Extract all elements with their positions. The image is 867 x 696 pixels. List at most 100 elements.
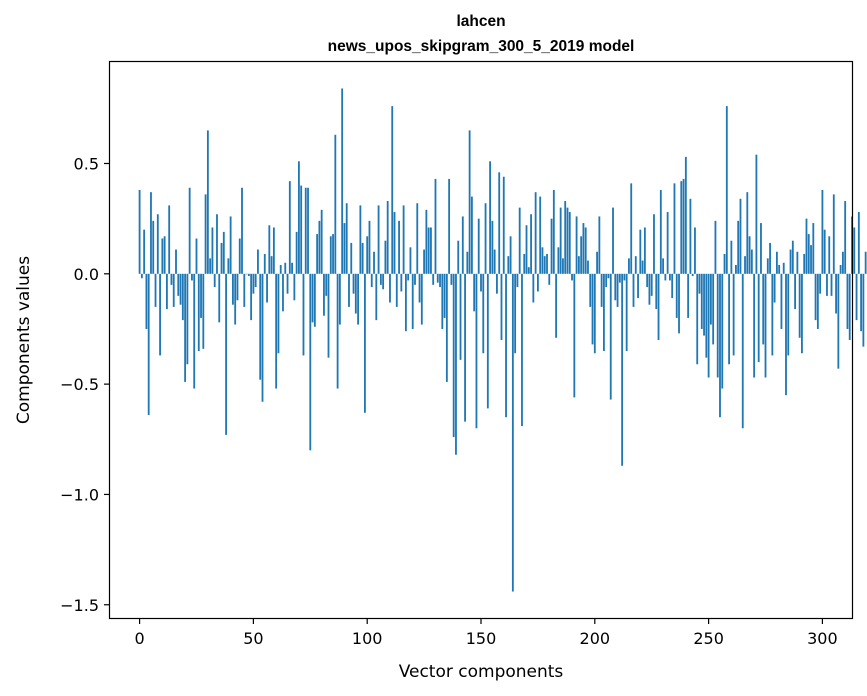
bar-70 xyxy=(298,161,300,274)
bar-310 xyxy=(844,201,847,274)
bar-124 xyxy=(420,273,423,325)
bar-162 xyxy=(507,256,510,274)
bar-37 xyxy=(222,231,225,274)
bar-264 xyxy=(739,198,742,274)
bar-164 xyxy=(511,273,514,592)
bar-257 xyxy=(723,253,726,274)
bar-300 xyxy=(821,189,824,274)
bar-305 xyxy=(832,194,835,274)
bar-1 xyxy=(140,273,143,279)
bar-318 xyxy=(862,273,865,347)
bar-150 xyxy=(480,273,482,292)
chart-subtitle: news_upos_skipgram_300_5_2019 model xyxy=(328,38,635,55)
bar-89 xyxy=(341,88,344,274)
bar-135 xyxy=(445,273,448,382)
bar-39 xyxy=(227,258,230,274)
bar-282 xyxy=(780,273,783,329)
bar-126 xyxy=(425,209,428,274)
bar-111 xyxy=(391,106,394,274)
bar-297 xyxy=(814,273,817,321)
bar-63 xyxy=(282,273,284,312)
bar-247 xyxy=(700,273,703,329)
bar-303 xyxy=(828,236,831,274)
bar-235 xyxy=(673,183,676,274)
bar-169 xyxy=(523,253,526,274)
bar-88 xyxy=(338,273,341,325)
bar-79 xyxy=(318,220,321,274)
bar-71 xyxy=(300,185,303,274)
bar-12 xyxy=(165,273,168,310)
bar-13 xyxy=(168,205,171,274)
bar-73 xyxy=(304,187,307,274)
bar-279 xyxy=(773,273,776,303)
bar-141 xyxy=(459,273,462,360)
bar-6 xyxy=(152,220,155,274)
bar-255 xyxy=(719,273,721,418)
bar-148 xyxy=(475,273,478,429)
bar-117 xyxy=(404,273,407,332)
bar-157 xyxy=(496,273,498,294)
bar-172 xyxy=(530,214,532,274)
bar-274 xyxy=(762,273,765,345)
bar-15 xyxy=(172,273,175,307)
bar-304 xyxy=(830,273,833,296)
bar-298 xyxy=(816,273,819,329)
bar-82 xyxy=(325,273,328,296)
bar-230 xyxy=(662,258,664,274)
bar-261 xyxy=(732,273,735,356)
bar-28 xyxy=(202,273,205,349)
bar-285 xyxy=(787,273,790,356)
bar-4 xyxy=(147,273,150,416)
bar-177 xyxy=(541,247,544,274)
bar-223 xyxy=(646,273,649,288)
bar-104 xyxy=(375,273,378,321)
bar-299 xyxy=(819,273,822,294)
bar-46 xyxy=(243,273,246,307)
y-tick-label-0: 0.5 xyxy=(74,154,99,173)
bar-65 xyxy=(286,273,289,294)
bar-273 xyxy=(760,223,762,274)
bar-86 xyxy=(334,134,337,274)
bar-109 xyxy=(386,201,389,274)
bar-19 xyxy=(181,273,184,321)
bar-290 xyxy=(798,273,801,338)
bar-199 xyxy=(591,273,594,345)
bar-190 xyxy=(571,273,573,281)
bar-278 xyxy=(771,273,774,356)
bar-180 xyxy=(548,273,551,285)
bar-3 xyxy=(145,273,148,329)
bar-212 xyxy=(621,273,624,466)
bar-136 xyxy=(448,178,451,274)
bar-193 xyxy=(577,256,580,274)
bar-127 xyxy=(427,227,430,274)
bar-237 xyxy=(678,273,680,334)
bar-147 xyxy=(473,273,476,312)
bar-314 xyxy=(853,227,856,274)
bar-309 xyxy=(841,251,844,274)
bar-245 xyxy=(696,273,699,365)
bar-206 xyxy=(607,273,610,279)
bar-132 xyxy=(439,273,441,288)
bar-55 xyxy=(263,253,266,274)
bar-54 xyxy=(261,273,264,402)
bar-227 xyxy=(655,273,658,310)
bar-225 xyxy=(650,273,653,296)
bar-8 xyxy=(156,214,159,274)
bar-205 xyxy=(605,273,608,288)
bar-288 xyxy=(794,273,797,310)
bar-128 xyxy=(430,227,432,274)
bar-101 xyxy=(368,220,371,274)
bar-38 xyxy=(225,273,227,435)
bar-43 xyxy=(236,273,239,301)
bar-107 xyxy=(382,273,385,290)
bar-34 xyxy=(216,214,218,274)
bar-276 xyxy=(766,258,769,274)
bar-184 xyxy=(557,247,560,274)
bar-220 xyxy=(639,229,642,274)
bar-198 xyxy=(589,273,592,307)
bar-115 xyxy=(400,273,403,292)
bar-165 xyxy=(514,273,517,354)
bar-53 xyxy=(259,273,262,380)
bar-242 xyxy=(689,198,692,274)
bar-195 xyxy=(582,223,585,274)
